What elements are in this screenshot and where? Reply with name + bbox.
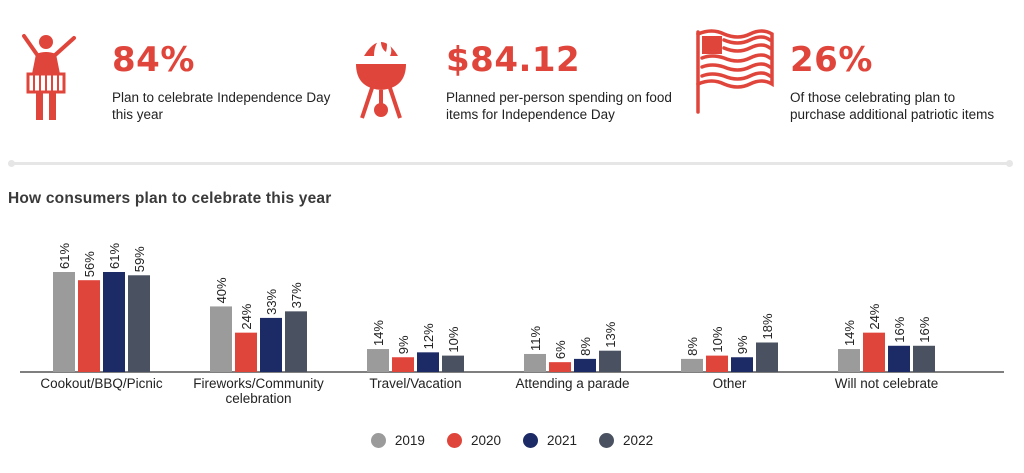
- category-label-1-0: Fireworks/Community: [193, 376, 324, 391]
- data-label-2020-0: 56%: [82, 251, 97, 277]
- data-label-2022-3: 13%: [603, 321, 618, 347]
- legend-label-2021: 2021: [547, 433, 578, 448]
- grill-icon: [356, 38, 406, 119]
- stat-desc-patriotic: Of those celebrating plan to purchase ad…: [790, 90, 995, 122]
- category-label-1-1: celebration: [225, 391, 291, 406]
- data-label-2019-5: 14%: [842, 320, 857, 346]
- data-label-2019-2: 14%: [371, 320, 386, 346]
- legend-label-2022: 2022: [623, 433, 654, 448]
- bar-chart: 61% 56% 61% 59% Cookout/BBQ/Picnic 40% 24% 33% 3…: [20, 243, 1004, 406]
- data-label-2020-4: 10%: [710, 326, 725, 352]
- divider-dot-right: [1006, 160, 1013, 167]
- section-title: How consumers plan to celebrate this yea…: [8, 190, 332, 207]
- bar-2020-4: [706, 355, 728, 372]
- bar-2020-2: [392, 357, 414, 372]
- legend-swatch-2020: [446, 433, 462, 448]
- bar-2020-5: [863, 332, 885, 372]
- bar-2019-1: [210, 306, 232, 372]
- bar-2020-3: [549, 362, 571, 372]
- legend-swatch-2021: [523, 433, 538, 448]
- data-label-2022-1: 37%: [289, 282, 304, 308]
- bar-2022-4: [756, 342, 778, 372]
- data-label-2021-4: 9%: [735, 335, 750, 354]
- stat-desc-spending: Planned per-person spending on food item…: [446, 90, 672, 122]
- data-label-2019-1: 40%: [214, 277, 229, 303]
- stat-value-patriotic: 26%: [790, 40, 873, 80]
- bar-2022-2: [442, 355, 464, 372]
- bar-2019-0: [53, 272, 75, 372]
- legend-swatch-2022: [599, 433, 615, 448]
- legend-label-2020: 2020: [470, 433, 501, 448]
- data-label-2021-0: 61%: [107, 243, 122, 269]
- bar-2019-5: [838, 349, 860, 372]
- bar-2021-3: [574, 358, 596, 372]
- bar-2019-2: [367, 349, 389, 372]
- bar-2019-3: [524, 353, 546, 372]
- data-label-2022-0: 59%: [132, 246, 147, 272]
- bar-2022-5: [913, 345, 935, 372]
- data-label-2021-1: 33%: [264, 288, 279, 314]
- bar-2022-3: [599, 350, 621, 372]
- bar-2021-2: [417, 352, 439, 372]
- data-label-2020-3: 6%: [553, 340, 568, 359]
- legend-item-2019: 2019: [370, 433, 425, 448]
- legend-item-2020: 2020: [446, 433, 501, 448]
- data-label-2021-5: 16%: [892, 316, 907, 342]
- bar-2021-0: [103, 272, 125, 372]
- data-label-2019-4: 8%: [685, 337, 700, 356]
- drummer-icon: [22, 34, 76, 120]
- data-label-2020-1: 24%: [239, 303, 254, 329]
- legend-item-2022: 2022: [599, 433, 653, 448]
- data-label-2021-3: 8%: [578, 337, 593, 356]
- data-label-2020-5: 24%: [867, 303, 882, 329]
- data-label-2019-0: 61%: [57, 243, 72, 269]
- section-divider: [8, 162, 1010, 165]
- bar-2021-1: [260, 317, 282, 372]
- category-label-5-0: Will not celebrate: [835, 376, 939, 391]
- stat-value-celebrate: 84%: [112, 40, 195, 80]
- bar-2022-0: [128, 275, 150, 372]
- category-label-2-0: Travel/Vacation: [369, 376, 461, 391]
- category-label-4-0: Other: [713, 376, 747, 391]
- legend-label-2019: 2019: [394, 433, 425, 448]
- category-label-3-0: Attending a parade: [515, 376, 629, 391]
- bar-2022-1: [285, 311, 307, 372]
- data-label-2022-4: 18%: [760, 313, 775, 339]
- stat-value-spending: $84.12: [446, 40, 581, 80]
- data-label-2021-2: 12%: [421, 323, 436, 349]
- category-label-0-0: Cookout/BBQ/Picnic: [40, 376, 163, 391]
- data-label-2022-2: 10%: [446, 326, 461, 352]
- legend-item-2021: 2021: [523, 433, 577, 448]
- bar-2020-1: [235, 332, 257, 372]
- stat-desc-celebrate: Plan to celebrate Independence Day this …: [112, 90, 331, 122]
- bar-2020-0: [78, 280, 100, 372]
- chart-legend: 2019 2020 2021 2022: [0, 433, 1024, 448]
- data-label-2020-2: 9%: [396, 335, 411, 354]
- bar-2021-4: [731, 357, 753, 372]
- flag-icon: [696, 29, 774, 114]
- bar-2021-5: [888, 345, 910, 372]
- legend-swatch-2019: [370, 433, 386, 448]
- data-label-2019-3: 11%: [528, 325, 543, 350]
- data-label-2022-5: 16%: [917, 316, 932, 342]
- bar-2019-4: [681, 358, 703, 372]
